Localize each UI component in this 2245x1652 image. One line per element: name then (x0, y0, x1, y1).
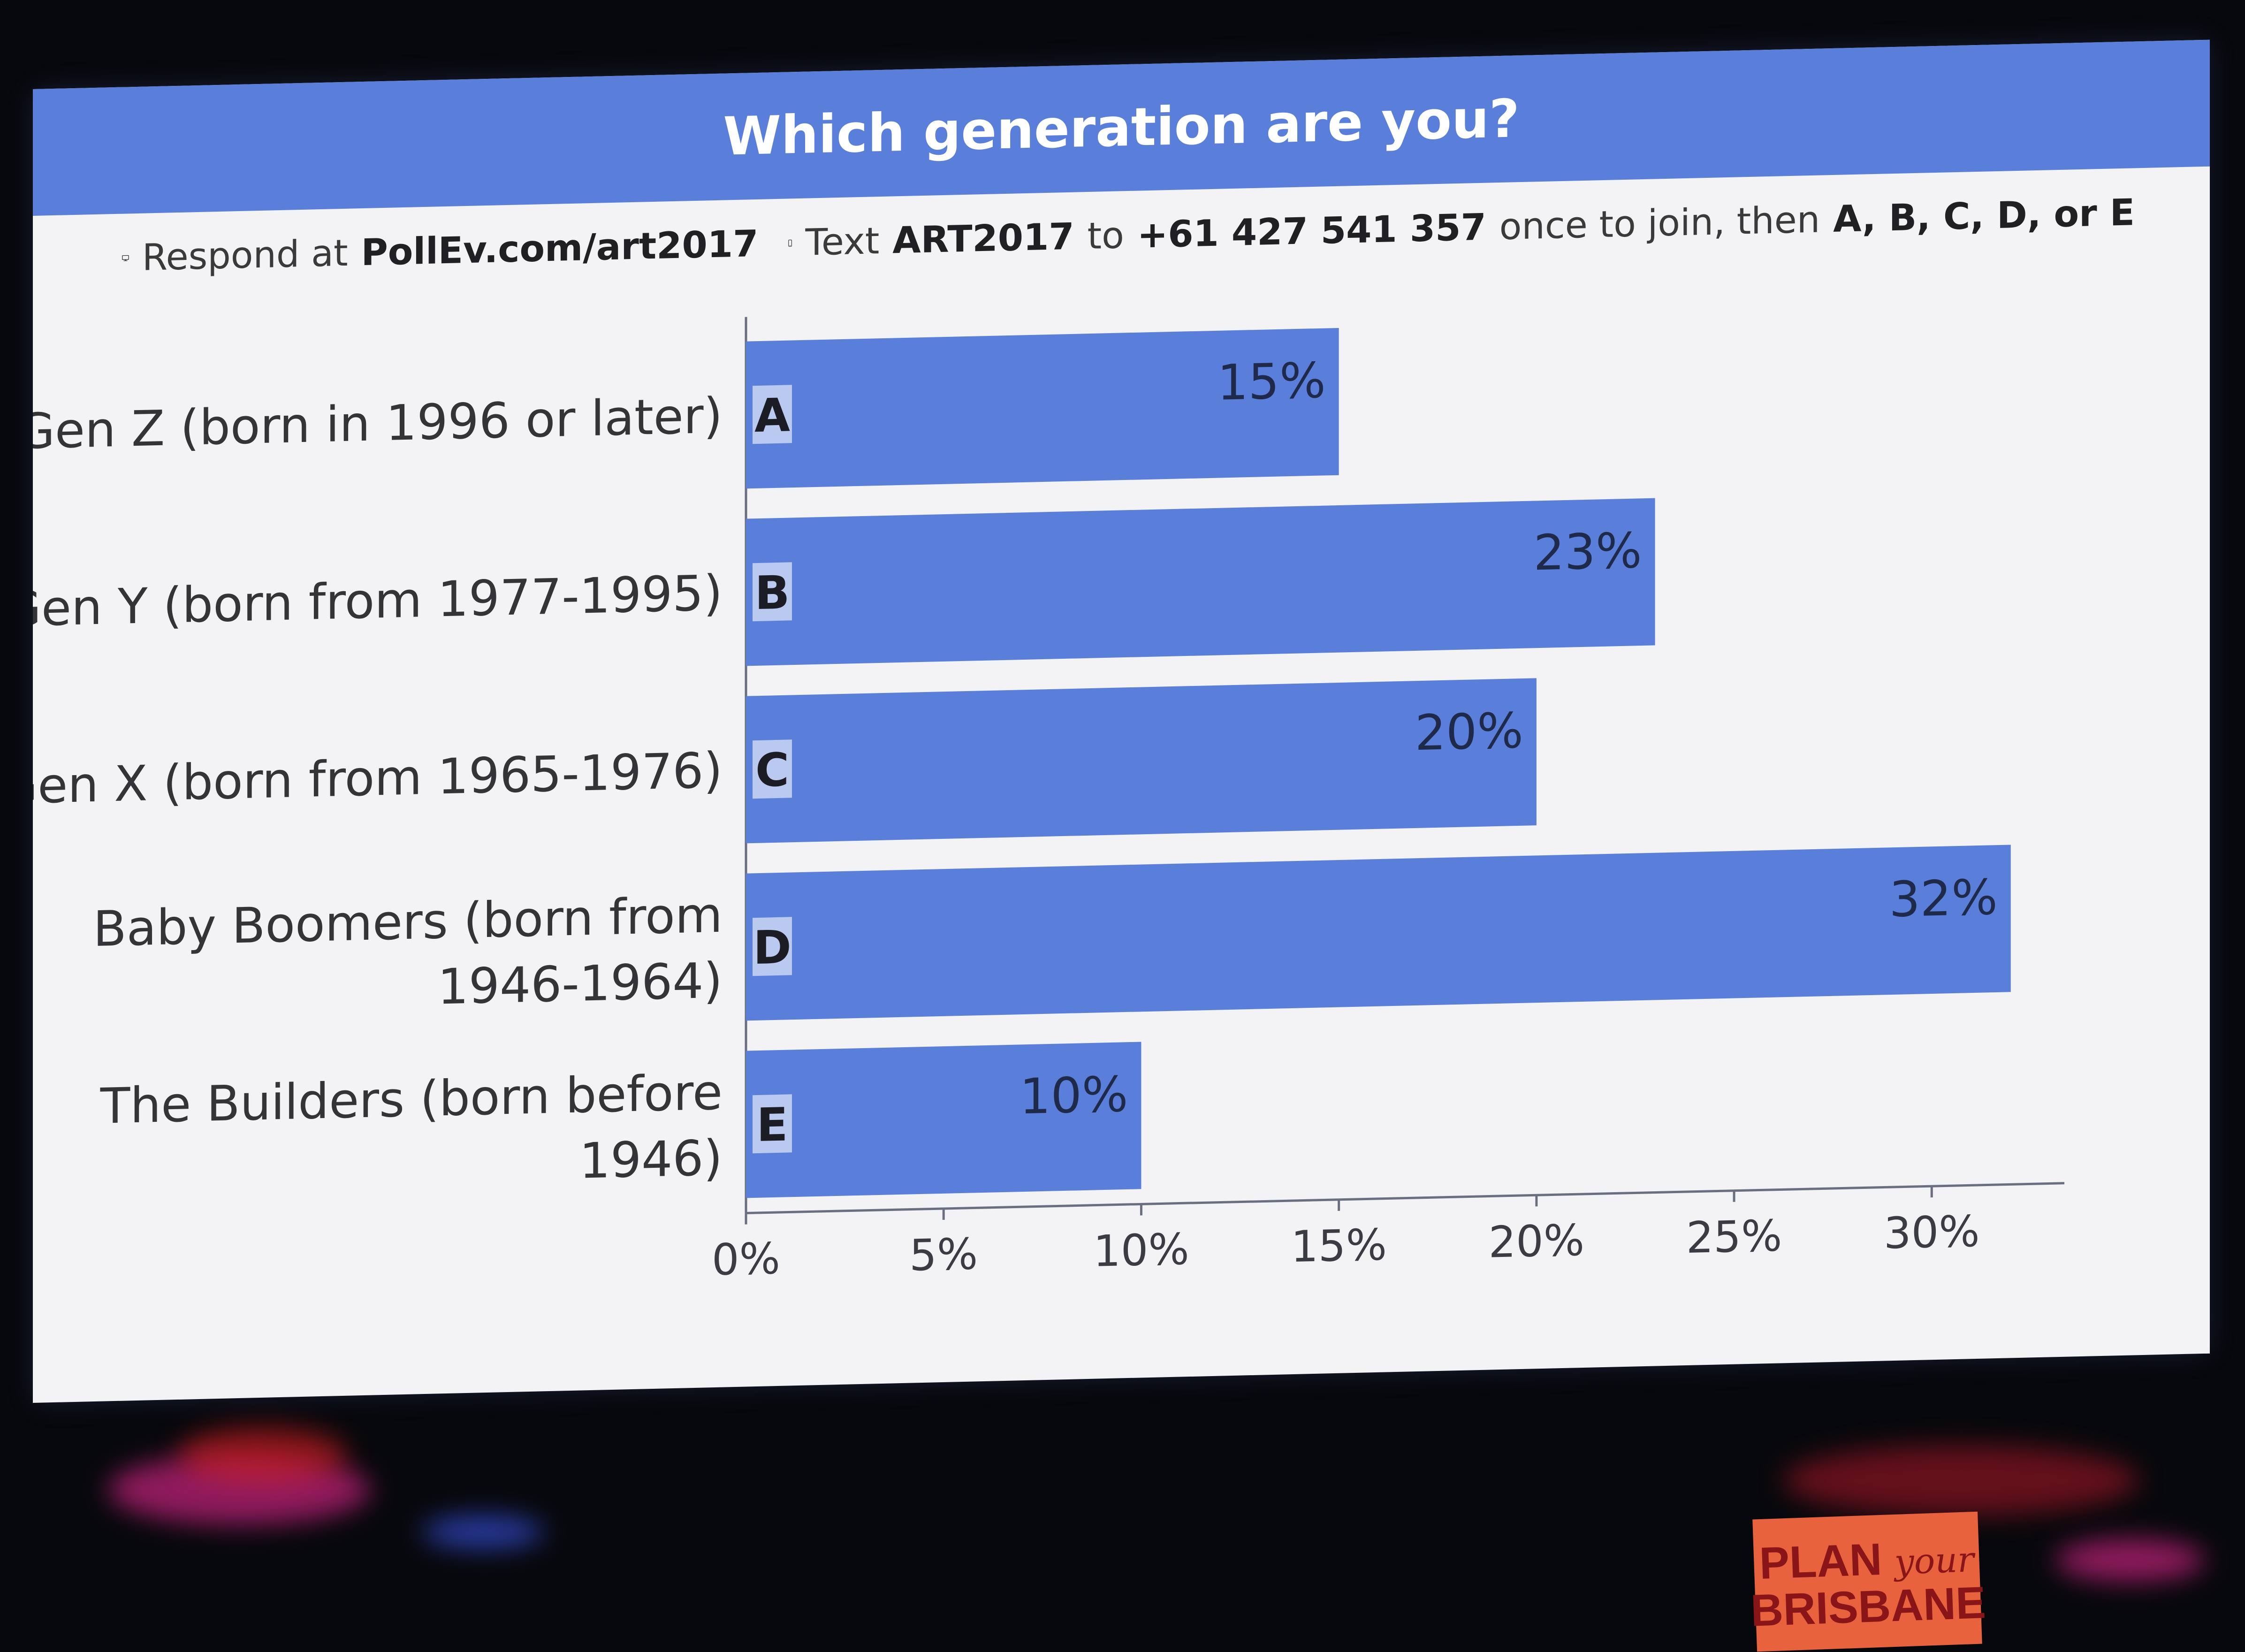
plan-your-brisbane-sign: PLAN your BRISBANE (1750, 1511, 1986, 1652)
category-label: 1946-1964) (438, 952, 723, 1016)
letter-badge (753, 917, 792, 976)
stage-light (1783, 1445, 2139, 1515)
stage-light (178, 1426, 347, 1483)
option-letter: A (754, 388, 790, 443)
bar-c (746, 678, 1537, 844)
value-label: 32% (1889, 868, 1998, 928)
stage-light (422, 1515, 544, 1548)
letter-badge (753, 739, 792, 799)
x-tick-label: 5% (909, 1229, 978, 1280)
option-letter: D (753, 921, 791, 975)
x-tick-label: 20% (1489, 1215, 1584, 1268)
x-axis-line (746, 1182, 2064, 1215)
x-tick-label: 15% (1291, 1220, 1386, 1272)
x-tick-label: 25% (1686, 1210, 1782, 1263)
category-label: Gen Y (born from 1977-1995) (33, 564, 723, 638)
letter-badge (753, 385, 792, 444)
phone-icon (788, 239, 792, 247)
poll-instructions: Respond at PollEv.com/art2017 Text ART20… (122, 180, 2135, 291)
letter-badge (753, 562, 792, 622)
value-label: 10% (1020, 1066, 1128, 1125)
monitor-icon (122, 255, 129, 261)
bar-a (746, 327, 1339, 489)
value-label: 15% (1218, 351, 1326, 411)
option-letter: C (755, 743, 789, 798)
projection-screen: Which generation are you? Respond at Pol… (33, 39, 2210, 1403)
option-letter: B (755, 566, 790, 620)
option-letter: E (757, 1098, 788, 1152)
category-label: The Builders (born before (100, 1064, 723, 1135)
x-tick-label: 30% (1884, 1206, 1979, 1259)
bar-chart: A 15% Gen Z (born in 1996 or later) B 23% Gen… (33, 317, 2064, 1285)
bar-d (746, 845, 2011, 1021)
category-label: 1946) (579, 1129, 723, 1190)
bar-e (746, 1042, 1142, 1198)
category-label: Baby Boomers (born from (93, 886, 723, 958)
letter-badge (753, 1094, 792, 1154)
value-label: 20% (1415, 702, 1523, 761)
category-label: Gen Z (born in 1996 or later) (33, 387, 723, 460)
bar-b (746, 498, 1655, 666)
x-tick-label: 10% (1093, 1224, 1189, 1277)
sign-line-2: BRISBANE (1750, 1577, 1987, 1636)
x-tick-label: 0% (712, 1233, 780, 1285)
value-label: 23% (1533, 522, 1642, 581)
category-label: Gen X (born from 1965-1976) (33, 742, 723, 815)
stage-light (2055, 1539, 2205, 1581)
